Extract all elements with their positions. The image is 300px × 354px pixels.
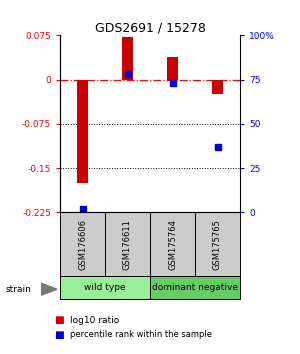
Bar [195,212,240,276]
Text: log10 ratio: log10 ratio [70,316,120,325]
Bar [122,36,133,80]
Text: GSM176606: GSM176606 [78,219,87,270]
Bar [77,80,88,183]
Text: GSM175764: GSM175764 [168,219,177,270]
Text: GSM175765: GSM175765 [213,219,222,270]
Text: wild type: wild type [84,283,126,292]
Text: ■: ■ [54,315,64,325]
Bar [167,57,178,80]
Text: percentile rank within the sample: percentile rank within the sample [70,330,212,339]
Bar [150,276,240,299]
Text: ■: ■ [54,330,64,339]
Bar [105,212,150,276]
Text: GSM176611: GSM176611 [123,219,132,270]
Text: strain: strain [6,285,32,294]
Bar [150,212,195,276]
Bar [60,276,150,299]
Polygon shape [40,283,57,295]
Bar [60,212,105,276]
Text: dominant negative: dominant negative [152,283,238,292]
Title: GDS2691 / 15278: GDS2691 / 15278 [94,21,206,34]
Bar [212,80,223,95]
